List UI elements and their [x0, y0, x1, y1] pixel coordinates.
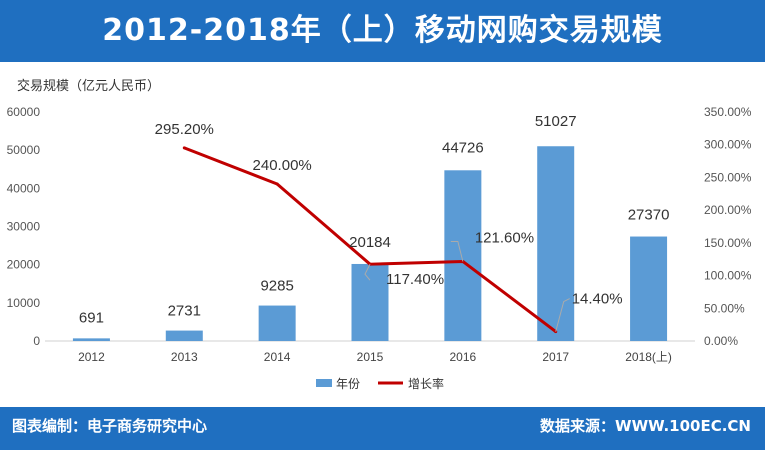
- y2-tick-label: 300.00%: [704, 138, 752, 152]
- y-axis-label: 交易规模（亿元人民币）: [17, 78, 160, 93]
- legend-label-bars: 年份: [336, 377, 360, 391]
- y2-tick-label: 250.00%: [704, 170, 752, 184]
- x-tick-label: 2012: [78, 350, 105, 364]
- y-tick-label: 0: [33, 334, 40, 348]
- bar-value-label: 691: [79, 309, 104, 326]
- y2-tick-label: 0.00%: [704, 334, 738, 348]
- growth-value-label: 295.20%: [155, 121, 214, 138]
- y2-tick-label: 350.00%: [704, 105, 752, 119]
- growth-leader-line: [555, 298, 570, 332]
- growth-point: [182, 146, 186, 150]
- bar: [537, 146, 575, 341]
- y2-tick-label: 100.00%: [704, 269, 752, 283]
- bar-value-label: 2731: [168, 303, 201, 320]
- legend-label-line: 增长率: [408, 376, 444, 391]
- footer-source: 数据来源：WWW.100EC.CN: [540, 417, 751, 435]
- bar: [165, 330, 203, 341]
- growth-leader-line: [450, 240, 464, 262]
- bar-value-label: 27370: [628, 207, 670, 224]
- x-tick-label: 2018(上): [625, 350, 672, 364]
- y-tick-label: 10000: [7, 296, 41, 310]
- growth-leader-line: [364, 263, 371, 281]
- x-tick-label: 2015: [357, 350, 384, 364]
- bar: [72, 338, 110, 341]
- growth-value-label: 117.40%: [386, 271, 444, 288]
- y-tick-label: 60000: [7, 105, 41, 119]
- y-tick-label: 50000: [7, 143, 41, 157]
- bar-value-label: 20184: [349, 234, 391, 251]
- bar-value-label: 44726: [442, 139, 484, 156]
- x-tick-label: 2017: [542, 350, 569, 364]
- bar-value-label: 9285: [260, 278, 293, 295]
- bar: [258, 305, 296, 341]
- x-tick-label: 2016: [450, 350, 477, 364]
- growth-value-label: 121.60%: [475, 229, 534, 246]
- bar: [630, 236, 668, 341]
- footer-credit: 图表编制：电子商务研究中心: [12, 417, 208, 435]
- x-tick-label: 2013: [171, 350, 198, 364]
- growth-point: [275, 182, 279, 186]
- y-tick-label: 30000: [7, 220, 41, 234]
- footer-bar: 图表编制：电子商务研究中心 数据来源：WWW.100EC.CN: [0, 407, 765, 450]
- y2-tick-label: 200.00%: [704, 203, 752, 217]
- growth-value-label: 240.00%: [253, 157, 312, 174]
- y-tick-label: 40000: [7, 181, 41, 195]
- y2-tick-label: 50.00%: [704, 301, 745, 315]
- chart-title: 2012-2018年（上）移动网购交易规模: [102, 13, 663, 48]
- bar: [351, 263, 389, 341]
- growth-value-label: 14.40%: [572, 291, 623, 308]
- y2-tick-label: 150.00%: [704, 236, 752, 250]
- y-tick-label: 20000: [7, 258, 41, 272]
- x-tick-label: 2014: [264, 350, 291, 364]
- bar: [444, 170, 482, 341]
- bar-value-label: 51027: [535, 113, 577, 130]
- header-bar: 2012-2018年（上）移动网购交易规模: [0, 0, 765, 62]
- legend-swatch-bars: [316, 379, 332, 387]
